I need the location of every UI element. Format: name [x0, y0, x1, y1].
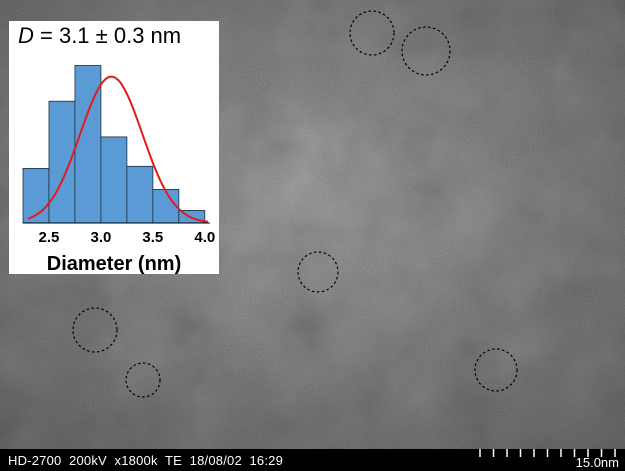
- size-distribution-inset: 2.5 3.0 3.5 4.0 D = 3.1 ± 0.3 nm Diameter (…: [9, 21, 219, 275]
- histogram-bar: [126, 165, 154, 224]
- scale-bar-label: 15.0nm: [575, 455, 619, 470]
- x-tick-label: 4.0: [194, 229, 215, 246]
- title-symbol: D: [18, 23, 34, 48]
- x-tick-label: 3.0: [90, 229, 111, 246]
- x-tick-label: 2.5: [39, 229, 60, 246]
- inset-title: D = 3.1 ± 0.3 nm: [18, 23, 218, 49]
- x-axis-label: Diameter (nm): [46, 253, 182, 275]
- scale-bar-ticks: [479, 449, 616, 457]
- particle-circle: [72, 307, 118, 353]
- particle-circle: [349, 10, 395, 56]
- title-rest: = 3.1 ± 0.3 nm: [33, 23, 182, 48]
- x-tick-label: 3.5: [142, 229, 163, 246]
- particle-circle: [125, 362, 161, 398]
- histogram-bar: [100, 136, 128, 224]
- gaussian-fit-curve: [27, 75, 209, 223]
- particle-circle: [401, 26, 451, 76]
- particle-circle: [297, 251, 339, 293]
- status-text: HD-2700 200kV x1800k TE 18/08/02 16:29: [8, 453, 284, 468]
- microscope-status-bar: HD-2700 200kV x1800k TE 18/08/02 16:29 1…: [0, 449, 625, 471]
- histogram-chart: 2.5 3.0 3.5 4.0: [22, 65, 215, 246]
- particle-circle: [474, 348, 518, 392]
